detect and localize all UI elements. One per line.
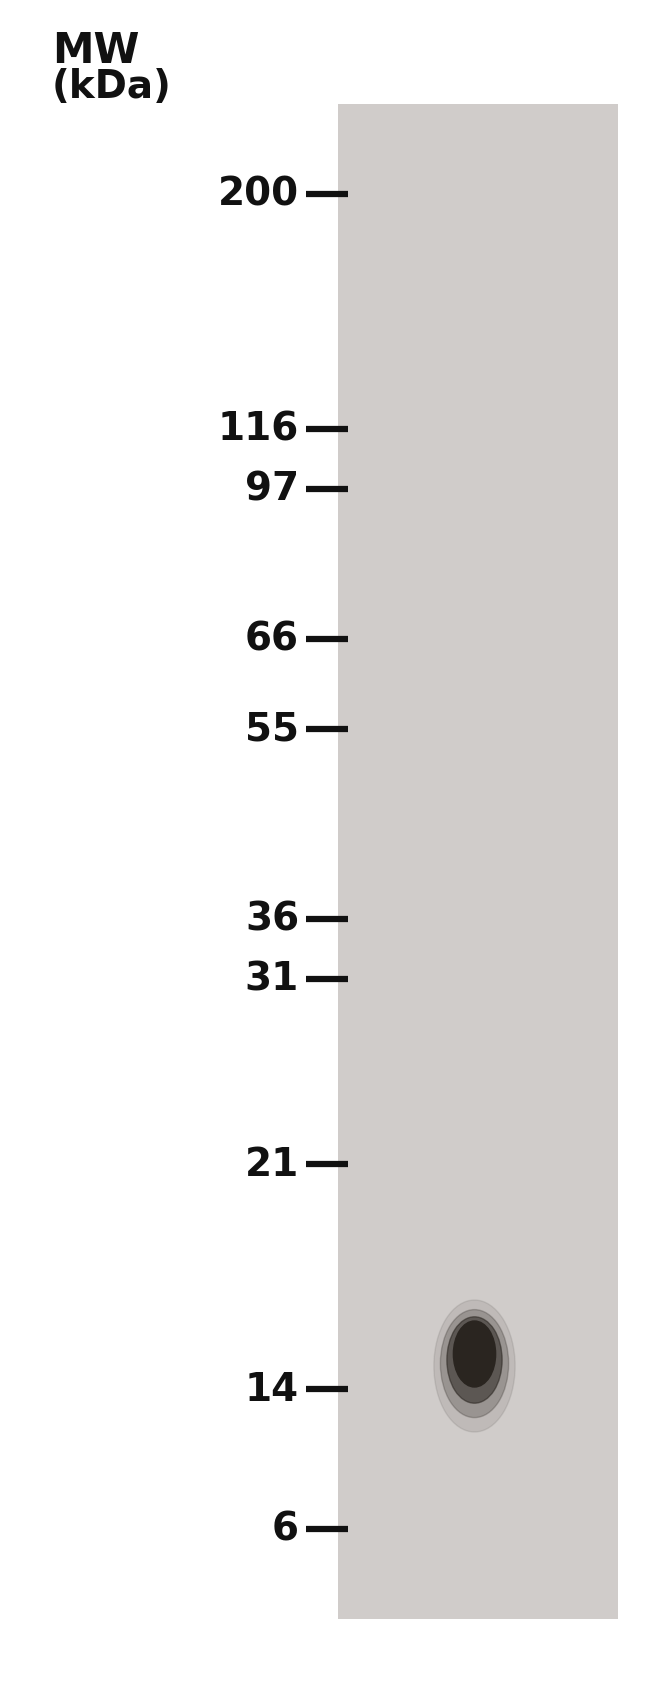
Ellipse shape: [447, 1318, 502, 1403]
Text: 31: 31: [245, 961, 299, 998]
Text: 66: 66: [245, 621, 299, 659]
Ellipse shape: [441, 1309, 508, 1418]
Bar: [338, 105, 618, 1620]
Text: 36: 36: [245, 900, 299, 939]
Text: (kDa): (kDa): [52, 68, 172, 105]
Text: 14: 14: [245, 1370, 299, 1408]
Text: MW: MW: [52, 31, 139, 71]
Text: 97: 97: [245, 470, 299, 509]
Text: 116: 116: [218, 411, 299, 448]
Ellipse shape: [434, 1301, 515, 1431]
Ellipse shape: [454, 1321, 495, 1387]
Text: 21: 21: [245, 1146, 299, 1184]
Text: 200: 200: [218, 177, 299, 214]
Text: 6: 6: [272, 1510, 299, 1549]
Text: 55: 55: [245, 710, 299, 749]
